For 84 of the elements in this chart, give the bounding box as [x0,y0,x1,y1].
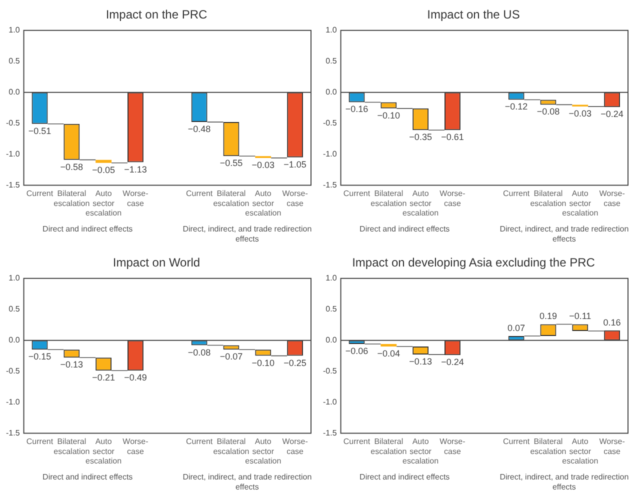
data-label: −0.24 [600,109,624,120]
data-label: −0.12 [504,102,528,112]
x-tick-label: Current [502,189,530,198]
text: Direct, indirect, and trade redirection effects [500,224,629,244]
y-tick-label: 1.0 [8,274,20,283]
x-tick-label: Current [186,437,214,446]
chart-title: Impact on World [112,256,200,270]
y-tick-label: -1.5 [322,428,338,438]
text: Direct and indirect effects [360,224,450,234]
data-label: −0.11 [569,311,592,322]
x-tick-label: Worse-case [122,189,149,208]
data-label: −0.21 [92,372,115,383]
data-label: −0.61 [441,132,464,142]
data-label: −0.06 [345,346,368,356]
data-label: −0.48 [188,124,211,134]
y-tick-label: 0.5 [8,304,20,314]
text: Direct and indirect effects [42,472,133,482]
text: Direct, indirect, and trade redirection effects [182,472,312,492]
data-label: −0.55 [220,158,243,168]
chart-title: Impact on the US [427,8,520,22]
data-label: −0.08 [188,347,211,358]
y-tick-label: -0.5 [6,118,20,128]
x-tick-label: Current [343,189,371,198]
y-tick-label: -0.5 [6,366,20,376]
y-tick-label: 1.0 [326,274,338,283]
data-label: −0.10 [377,110,400,120]
text: Direct, indirect, and trade redirection effects [500,472,629,492]
data-label: −0.13 [409,356,432,367]
data-label: −0.16 [345,104,368,114]
chart-title: Impact on developing Asia excluding the PRC [352,256,596,270]
data-label: −0.04 [377,348,400,358]
y-tick-label: -1.5 [6,428,20,438]
x-tick-label: Worse-case [599,189,626,208]
data-label: −0.49 [124,372,147,383]
y-tick-label: 0.0 [326,336,338,345]
text: Direct and indirect effects [360,472,450,482]
data-label: −0.15 [28,352,52,362]
y-tick-label: -1.5 [6,180,20,190]
data-label: −0.25 [284,358,306,368]
chart-title: Impact on the PRC [106,8,208,22]
x-tick-label: Worse-case [122,437,149,456]
data-label: 0.07 [508,322,526,333]
x-tick-label: Worse-case [599,437,626,456]
text: Direct, indirect, and trade redirection effects [182,224,312,244]
data-label: −0.58 [60,162,84,172]
y-tick-label: 0.5 [8,56,20,66]
y-tick-label: -1.5 [322,180,338,190]
y-tick-label: -1.0 [322,397,338,406]
x-tick-label: Current [26,437,54,446]
data-label: −0.03 [252,160,275,170]
y-tick-label: 0.0 [8,336,20,345]
data-label: −0.35 [409,132,432,142]
x-tick-label: Worse-case [282,189,308,208]
y-tick-label: 0.5 [326,56,338,66]
data-label: −0.03 [568,108,592,119]
y-tick-label: -1.0 [6,149,20,158]
x-tick-label: Worse-case [440,437,466,456]
data-label: −0.07 [220,352,243,362]
data-label: 0.16 [603,317,621,328]
x-tick-label: Current [26,189,54,198]
y-tick-label: -0.5 [322,118,338,128]
data-label: −1.05 [284,159,306,170]
x-tick-label: Current [186,189,214,198]
data-label: −1.13 [124,164,147,174]
data-label: −0.08 [536,106,560,117]
y-tick-label: 0.5 [326,304,338,314]
y-tick-label: 0.0 [8,88,20,97]
x-tick-label: Worse-case [440,189,466,208]
y-tick-label: 1.0 [8,26,20,35]
data-label: −0.10 [252,358,275,368]
data-label: −0.13 [60,360,84,370]
y-tick-label: 1.0 [326,26,338,35]
y-tick-label: 0.0 [326,88,338,97]
x-tick-label: Current [502,437,530,446]
y-tick-label: -0.5 [322,366,338,376]
x-tick-label: Worse-case [282,437,308,456]
data-label: −0.05 [92,164,115,175]
y-tick-label: -1.0 [6,397,20,406]
data-label: 0.19 [539,311,557,322]
x-tick-label: Current [343,437,371,446]
text: Direct and indirect effects [42,224,133,234]
data-label: −0.24 [441,357,464,368]
y-tick-label: -1.0 [322,149,338,158]
data-label: −0.51 [28,126,52,136]
